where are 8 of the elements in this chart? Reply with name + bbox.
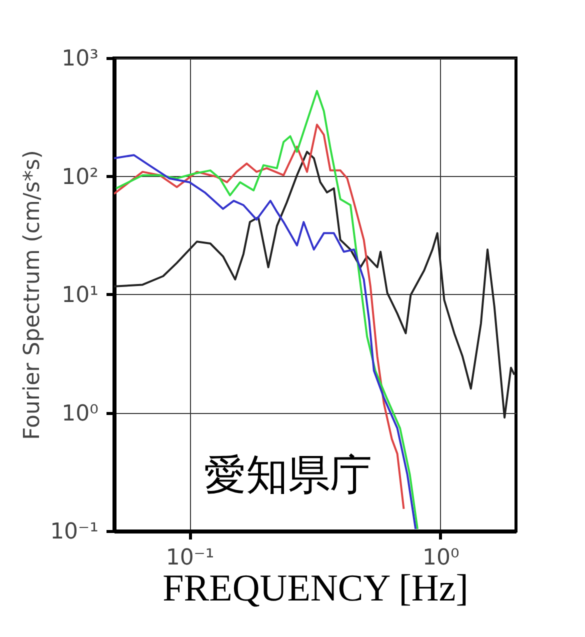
annotation: 愛知県庁 xyxy=(204,450,372,499)
y-tick-label: 10¹ xyxy=(62,283,98,308)
y-tick-label: 10⁰ xyxy=(62,401,99,426)
x-axis-title: FREQUENCY [Hz] xyxy=(162,568,468,610)
y-tick-label: 10² xyxy=(62,164,98,190)
y-tick-label: 10⁻¹ xyxy=(50,520,98,544)
y-axis-title: Fourier Spectrum (cm/s*s) xyxy=(20,150,46,440)
y-tick-label: 10³ xyxy=(62,46,98,72)
